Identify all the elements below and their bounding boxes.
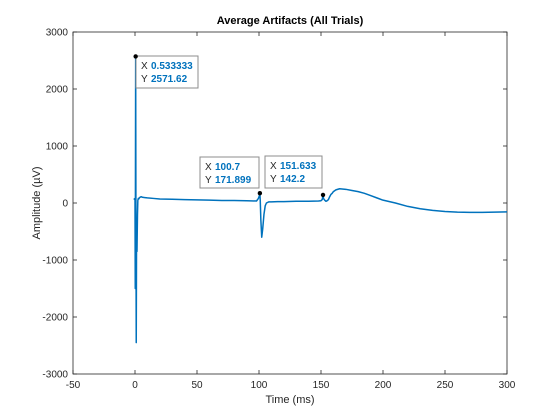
datatip-x-label: X — [205, 162, 212, 173]
plot-area — [72, 31, 508, 375]
x-tick-label: 250 — [437, 380, 454, 391]
datatip-y-value: 142.2 — [280, 174, 305, 185]
datatip-box — [199, 156, 260, 189]
x-tick-label: 150 — [313, 380, 330, 391]
x-tick-label: 50 — [191, 380, 203, 391]
datatip-y-label: Y — [270, 174, 277, 185]
x-axis-label: Time (ms) — [265, 394, 314, 406]
datatip-x-label: X — [270, 161, 277, 172]
x-tick-label: -50 — [66, 380, 81, 391]
datatip-x-value: 151.633 — [280, 161, 317, 172]
y-tick-label: 3000 — [46, 28, 69, 39]
y-tick-label: -2000 — [42, 313, 68, 324]
datatip-y-label: Y — [141, 74, 148, 85]
datatip-x-value: 100.7 — [215, 162, 240, 173]
datatip-marker — [133, 54, 138, 59]
datatip-y-value: 2571.62 — [151, 74, 188, 85]
y-tick-label: -1000 — [42, 256, 68, 267]
datatip-marker — [320, 192, 326, 198]
x-tick-label: 100 — [251, 380, 268, 391]
datatip-1[interactable]: X 100.7Y 171.899 — [199, 156, 263, 196]
datatip-marker — [257, 191, 263, 196]
y-tick-label: 1000 — [46, 142, 69, 153]
datatip-x-label: X — [141, 61, 148, 72]
x-tick-label: 0 — [132, 380, 138, 391]
x-tick-label: 300 — [499, 380, 516, 391]
datatip-box — [264, 155, 323, 189]
datatip-y-label: Y — [205, 175, 212, 186]
datatip-y-value: 171.899 — [215, 175, 252, 186]
y-axis-label: Amplitude (µV) — [31, 167, 43, 240]
y-tick-label: 2000 — [46, 85, 69, 96]
x-tick-label: 200 — [375, 380, 392, 391]
datatip-box — [135, 55, 199, 89]
chart-title: Average Artifacts (All Trials) — [217, 15, 364, 27]
y-tick-label: 0 — [62, 199, 68, 210]
datatip-x-value: 0.533333 — [151, 61, 193, 72]
y-tick-label: -3000 — [42, 370, 68, 381]
series-line-0[interactable] — [133, 55, 508, 344]
